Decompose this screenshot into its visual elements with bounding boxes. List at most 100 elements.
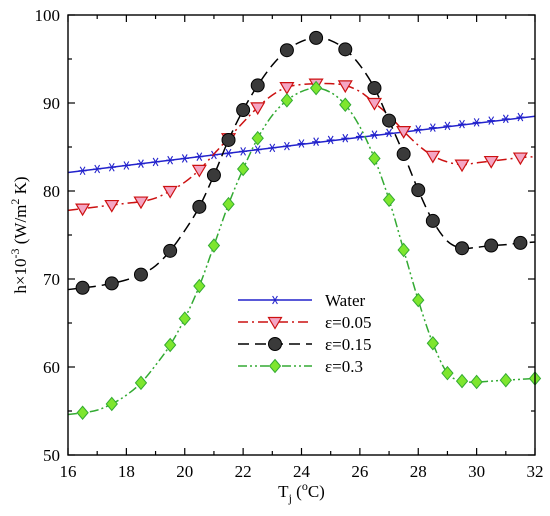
data-point xyxy=(206,168,221,183)
data-point xyxy=(134,375,148,391)
data-point xyxy=(104,199,120,213)
y-tick-label: 90 xyxy=(43,94,60,113)
data-point xyxy=(178,311,191,326)
data-point xyxy=(412,292,425,308)
data-point xyxy=(483,155,499,169)
data-point xyxy=(512,152,528,166)
data-point xyxy=(516,112,525,122)
data-point xyxy=(414,125,423,134)
data-point xyxy=(75,203,91,217)
data-point xyxy=(162,185,178,199)
legend: Water ε=0.05 ε=0.15 ε=0.3 xyxy=(238,291,371,376)
data-point xyxy=(309,30,324,45)
y-title-b: (W/m xyxy=(11,205,30,249)
data-point xyxy=(236,103,251,118)
data-point xyxy=(425,150,441,164)
series-line xyxy=(67,82,536,212)
data-point xyxy=(397,242,410,258)
x-tick-label: 20 xyxy=(176,462,193,481)
x-tick-label: 22 xyxy=(235,462,252,481)
legend-label: ε=0.3 xyxy=(325,357,363,376)
data-point xyxy=(180,154,189,163)
data-point xyxy=(338,42,353,57)
series-0 xyxy=(67,112,536,176)
data-point xyxy=(382,192,396,208)
data-point xyxy=(250,102,266,116)
data-point xyxy=(268,143,277,153)
series-1 xyxy=(67,78,536,217)
data-point xyxy=(458,119,467,129)
y-title-sup2: 2 xyxy=(8,199,22,205)
data-point xyxy=(337,80,353,94)
data-point xyxy=(279,82,295,95)
data-point xyxy=(267,316,283,330)
data-point xyxy=(78,166,87,176)
x-title-sub: j xyxy=(288,491,292,505)
legend-label: ε=0.15 xyxy=(325,335,371,354)
data-point xyxy=(312,137,321,147)
plot-frame xyxy=(67,14,536,456)
series-group xyxy=(67,30,542,421)
data-point xyxy=(133,196,149,210)
y-axis-title: h×10-3 (W/m2 K) xyxy=(8,176,30,293)
x-title-sup: o xyxy=(302,479,308,493)
data-point xyxy=(191,164,207,178)
axis-ticks: 16 18 20 22 24 26 28 30 32 50 60 70 80 90 100 xyxy=(35,6,544,481)
data-point xyxy=(105,396,118,412)
x-tick-label: 16 xyxy=(60,462,77,481)
data-point xyxy=(368,151,381,166)
data-point xyxy=(339,97,352,113)
data-point xyxy=(411,183,426,198)
data-point xyxy=(297,139,306,148)
x-axis-title: Tj (oC) xyxy=(278,479,325,505)
data-point xyxy=(513,235,528,250)
data-point xyxy=(76,405,89,421)
data-point xyxy=(396,126,412,139)
data-point xyxy=(396,147,411,162)
data-point xyxy=(487,116,496,125)
x-title-open: ( xyxy=(292,482,302,501)
data-point xyxy=(355,132,364,141)
data-point xyxy=(224,148,233,158)
data-point xyxy=(280,93,294,108)
data-point xyxy=(455,241,470,256)
data-point xyxy=(253,145,262,154)
data-point xyxy=(426,335,439,351)
data-point xyxy=(385,128,394,138)
series-line xyxy=(67,37,536,291)
data-point xyxy=(382,113,397,128)
data-point xyxy=(222,196,235,212)
data-point xyxy=(207,238,221,253)
data-point xyxy=(75,280,90,295)
data-point xyxy=(164,337,177,353)
x-title-unit: C) xyxy=(308,482,325,501)
data-point xyxy=(221,132,236,147)
data-point xyxy=(195,152,204,161)
data-point xyxy=(193,278,206,294)
x-title-base: T xyxy=(278,482,289,501)
data-point xyxy=(472,118,481,127)
data-point xyxy=(470,374,483,390)
y-tick-label: 100 xyxy=(35,6,61,25)
data-point xyxy=(366,97,383,111)
data-point xyxy=(251,130,264,146)
series-2 xyxy=(67,30,536,295)
data-point xyxy=(104,276,119,291)
data-point xyxy=(136,159,145,169)
series-3 xyxy=(67,80,542,421)
legend-label: ε=0.05 xyxy=(325,313,371,332)
data-point xyxy=(268,358,282,374)
y-title-sup1: -3 xyxy=(8,249,22,259)
y-tick-label: 70 xyxy=(43,270,60,289)
y-title-a: h×10 xyxy=(11,259,30,294)
y-tick-label: 50 xyxy=(43,446,60,465)
legend-label: Water xyxy=(325,291,365,310)
data-point xyxy=(455,373,469,389)
x-tick-label: 24 xyxy=(293,462,311,481)
data-point xyxy=(268,337,282,351)
data-point xyxy=(425,213,440,228)
data-point xyxy=(326,135,335,145)
x-tick-label: 28 xyxy=(410,462,427,481)
